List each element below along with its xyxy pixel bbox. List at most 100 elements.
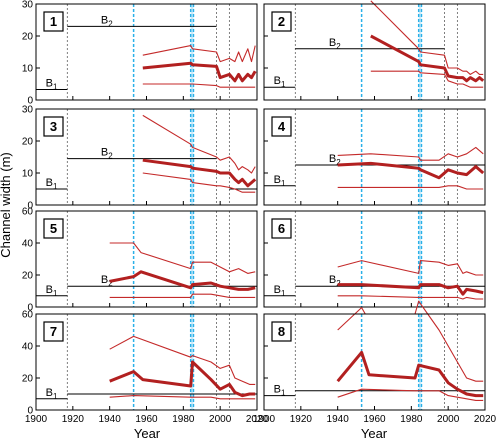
x-tick-label: 1980 — [172, 414, 195, 425]
ref-label: B2 — [329, 37, 341, 51]
panel-number: 6 — [278, 221, 285, 236]
series-upper — [337, 146, 484, 161]
series-mean — [109, 360, 256, 398]
y-tick-label: 30 — [22, 0, 34, 11]
x-tick-label: 1980 — [400, 414, 423, 425]
y-tick-label: 20 — [22, 374, 34, 385]
y-tick-label: 30 — [22, 105, 34, 116]
ref-label-sub: 2 — [336, 158, 341, 167]
panel-number-box — [271, 11, 292, 32]
panel-number: 7 — [50, 324, 57, 339]
ref-label-main: B — [46, 387, 53, 399]
x-tick-label: 1920 — [290, 414, 313, 425]
panel-number-box — [43, 116, 64, 137]
vband-blue — [418, 211, 422, 307]
vband-blue — [190, 4, 194, 100]
series-lower — [109, 293, 256, 298]
y-tick-label: 10 — [22, 169, 34, 180]
ref-label: B1 — [274, 284, 286, 298]
panel-frame — [263, 3, 486, 101]
x-tick-label: 1900 — [253, 414, 276, 425]
ref-label-sub: 1 — [281, 289, 286, 298]
series-lower — [370, 70, 484, 88]
x-tick-label: 1940 — [327, 414, 350, 425]
series-mean — [142, 158, 257, 188]
panel-number-box — [43, 11, 64, 32]
ref-label-main: B — [274, 384, 281, 396]
ref-label-sub: 1 — [53, 392, 58, 401]
series-lower — [142, 172, 256, 193]
ref-label-sub: 1 — [53, 182, 58, 191]
panel-frame — [35, 210, 258, 308]
ref-label-sub: 2 — [336, 42, 341, 51]
ref-label: B1 — [46, 387, 58, 401]
panel-number-box — [271, 116, 292, 137]
ref-label-sub: 1 — [53, 289, 58, 298]
panel-number: 3 — [50, 119, 57, 134]
x-axis-label-right: Year — [361, 426, 388, 441]
x-tick-label: 1940 — [99, 414, 122, 425]
panel-frame — [263, 108, 486, 206]
x-tick-label: 2000 — [209, 414, 232, 425]
panel-number: 1 — [50, 14, 57, 29]
series-upper — [142, 45, 256, 63]
panel-number: 4 — [278, 119, 286, 134]
panel-number: 8 — [278, 324, 285, 339]
panel-number: 2 — [278, 14, 285, 29]
ref-label: B1 — [274, 384, 286, 398]
vband-blue — [418, 109, 422, 205]
x-tick-label: 1960 — [135, 414, 158, 425]
y-tick-label: 20 — [22, 32, 34, 43]
ref-label-main: B — [329, 153, 336, 165]
ref-label-main: B — [46, 284, 53, 296]
ref-label-sub: 1 — [281, 389, 286, 398]
y-tick-label: 60 — [22, 310, 34, 321]
y-tick-label: 0 — [27, 96, 33, 107]
ref-label: B2 — [101, 147, 113, 161]
panel-frame — [263, 313, 486, 411]
series-upper — [142, 114, 256, 174]
panel-8: B1 1900 1920 1940 1960 1980 2000 2020 8 — [253, 300, 497, 425]
ref-label: B1 — [274, 75, 286, 89]
x-tick-label: 1900 — [25, 414, 48, 425]
ref-label-main: B — [46, 177, 53, 189]
series-mean — [337, 283, 484, 296]
ref-label-sub: 2 — [108, 152, 113, 161]
ref-label-sub: 2 — [108, 279, 113, 288]
series-upper — [337, 260, 484, 276]
ref-label-main: B — [101, 274, 108, 286]
series-mean — [336, 350, 484, 398]
series-mean — [370, 34, 485, 83]
y-tick-label: 60 — [22, 207, 34, 218]
panel-frame — [263, 210, 486, 308]
ref-label-main: B — [329, 37, 336, 49]
panel-frame — [35, 108, 258, 206]
series-lower — [337, 295, 484, 300]
panel-number-box — [43, 218, 64, 239]
series-mean — [337, 161, 485, 180]
series-lower — [142, 83, 256, 88]
ref-label-sub: 1 — [53, 82, 58, 91]
ref-label: B2 — [101, 274, 113, 288]
y-tick-label: 0 — [27, 406, 33, 417]
ref-label-main: B — [101, 14, 108, 26]
ref-label: B1 — [274, 174, 286, 188]
ref-label: B1 — [46, 177, 58, 191]
ref-label-main: B — [274, 174, 281, 186]
panel-7: B1 0 20 40 60 1900 1920 1940 1960 1980 2000 2020 7 — [22, 310, 269, 426]
ref-label: B1 — [46, 77, 58, 91]
y-tick-label: 0 — [27, 201, 33, 212]
ref-label-main: B — [274, 75, 281, 87]
series-upper — [109, 242, 256, 274]
panel-number-box — [43, 321, 64, 342]
vband-blue — [190, 109, 194, 205]
ref-label-sub: 1 — [281, 179, 286, 188]
x-tick-label: 2000 — [437, 414, 460, 425]
y-tick-label: 20 — [22, 271, 34, 282]
series-upper — [370, 0, 484, 75]
